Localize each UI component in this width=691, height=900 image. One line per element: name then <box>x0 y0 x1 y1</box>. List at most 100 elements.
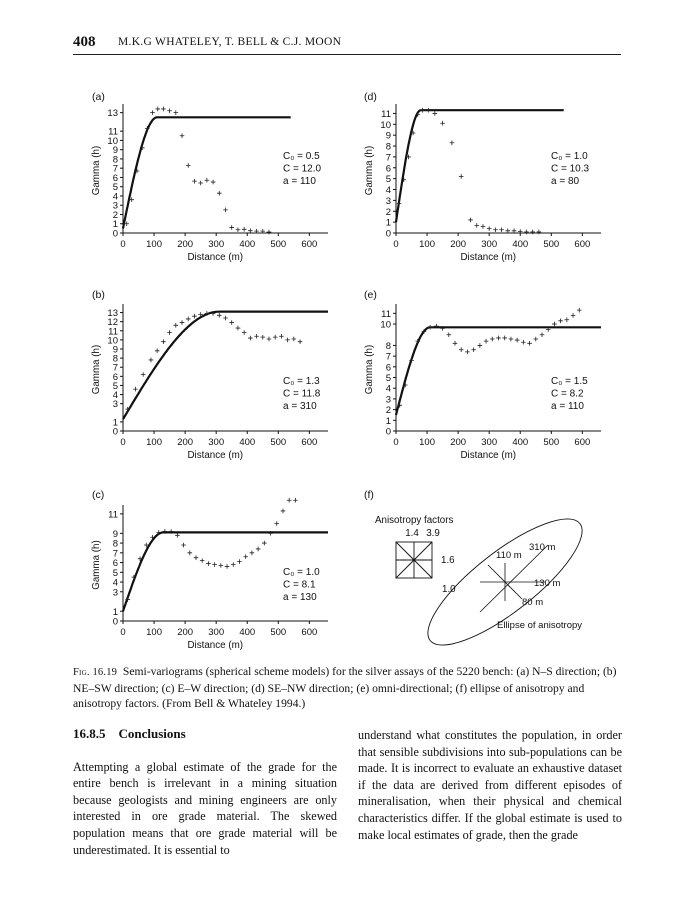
y-tick-label: 6 <box>113 372 118 383</box>
label-310m: 310 m <box>529 542 555 553</box>
data-point <box>192 313 197 319</box>
caption-text: Semi-variograms (spherical scheme models… <box>73 665 617 710</box>
data-point <box>558 318 563 324</box>
model-parameter: C₀ = 1.5 <box>551 376 588 387</box>
data-point <box>223 207 228 213</box>
x-tick-label: 0 <box>393 239 398 250</box>
model-parameter: C₀ = 1.0 <box>551 151 588 162</box>
data-point <box>148 357 154 363</box>
data-point <box>420 107 425 113</box>
data-point <box>260 334 266 340</box>
y-tick-label: 6 <box>386 163 391 174</box>
y-tick-label: 3 <box>386 394 391 405</box>
square-diag2 <box>395 541 433 579</box>
factor-top-left: 1.4 <box>405 528 419 539</box>
data-point <box>434 323 439 329</box>
x-tick-label: 400 <box>512 239 528 250</box>
y-tick-label: 9 <box>113 145 118 156</box>
data-point <box>150 534 155 540</box>
x-tick-label: 200 <box>177 437 193 448</box>
data-point <box>249 550 255 556</box>
data-point <box>274 521 280 526</box>
y-tick-label: 1 <box>386 218 391 229</box>
data-point <box>129 197 134 202</box>
data-point <box>161 106 166 112</box>
x-tick-label: 300 <box>208 437 224 448</box>
y-tick-label: 1 <box>113 607 118 618</box>
y-tick-label: 5 <box>386 373 391 384</box>
x-axis-label: Distance (m) <box>187 450 243 461</box>
x-axis-label: Distance (m) <box>187 252 243 263</box>
data-point <box>216 190 222 196</box>
data-point <box>505 228 511 234</box>
data-point <box>175 532 180 538</box>
left-paragraph: Attempting a global estimate of the grad… <box>73 759 337 857</box>
chart-b: (b)0 100 200 300 400 500 60001345678910111213D… <box>91 289 328 461</box>
model-curve <box>394 109 564 223</box>
model-parameter: C = 10.3 <box>551 164 590 175</box>
data-point <box>524 229 529 235</box>
left-column: 16.8.5 Conclusions Attempting a global e… <box>73 726 337 858</box>
model-curve <box>121 116 291 229</box>
data-point <box>131 574 137 580</box>
y-tick-label: 11 <box>108 326 118 337</box>
data-point <box>552 321 557 327</box>
y-tick-label: 0 <box>113 427 118 438</box>
data-point <box>477 343 483 348</box>
data-point <box>235 227 241 233</box>
data-point <box>139 145 145 151</box>
data-point <box>268 531 273 536</box>
data-point <box>458 174 464 179</box>
x-tick-label: 0 <box>393 437 398 448</box>
x-tick-label: 0 <box>120 437 125 448</box>
x-tick-label: 200 <box>450 239 466 250</box>
y-tick-label: 9 <box>386 131 391 142</box>
y-tick-label: 6 <box>113 558 118 569</box>
data-point <box>545 327 551 332</box>
data-point <box>243 554 248 560</box>
y-tick-label: 4 <box>113 578 118 589</box>
y-tick-label: 11 <box>108 509 118 520</box>
x-tick-label: 0 <box>120 239 125 250</box>
data-point <box>415 112 421 117</box>
y-tick-label: 4 <box>113 191 118 202</box>
data-point <box>403 382 408 388</box>
x-tick-label: 200 <box>177 627 193 638</box>
data-point <box>409 358 414 363</box>
data-point <box>137 556 143 561</box>
data-point <box>452 340 458 346</box>
data-point <box>230 562 236 567</box>
data-point <box>285 337 290 343</box>
y-tick-label: 2 <box>113 210 118 221</box>
model-parameter: a = 110 <box>283 176 316 187</box>
y-tick-label: 7 <box>386 352 391 363</box>
panel-label: (b) <box>92 289 105 301</box>
y-tick-label: 4 <box>113 390 118 401</box>
x-tick-label: 600 <box>574 239 590 250</box>
y-tick-label: 10 <box>380 120 391 131</box>
x-tick-label: 200 <box>177 239 193 250</box>
y-tick-label: 8 <box>113 539 118 550</box>
data-point <box>167 330 172 335</box>
data-point <box>527 340 532 346</box>
data-point <box>255 546 261 552</box>
y-tick-label: 5 <box>386 174 391 185</box>
data-point <box>150 110 155 115</box>
panel-label: (a) <box>92 91 105 103</box>
y-tick-label: 5 <box>113 381 118 392</box>
y-tick-label: 13 <box>107 308 118 319</box>
data-point <box>210 179 216 185</box>
data-point <box>499 227 504 233</box>
data-point <box>266 229 272 235</box>
model-parameter: a = 310 <box>283 401 317 412</box>
data-point <box>293 497 298 503</box>
y-axis-label: Gamma (h) <box>91 146 102 196</box>
x-tick-label: 500 <box>270 437 286 448</box>
data-point <box>229 225 235 230</box>
data-point <box>415 338 421 344</box>
x-axis-label: Distance (m) <box>187 640 243 651</box>
x-tick-label: 500 <box>270 627 286 638</box>
x-tick-label: 400 <box>239 627 255 638</box>
data-point <box>198 180 203 186</box>
